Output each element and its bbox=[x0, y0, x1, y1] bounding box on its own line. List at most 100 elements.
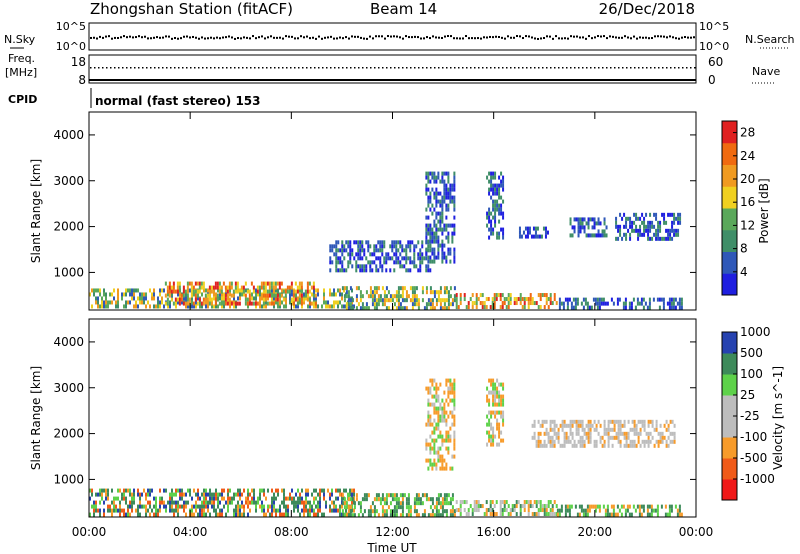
echo-cell bbox=[147, 500, 149, 505]
echo-cell bbox=[607, 435, 610, 440]
colorbar-segment bbox=[722, 479, 737, 501]
echo-cell bbox=[657, 439, 660, 444]
echo-cell bbox=[170, 289, 173, 294]
echo-cell bbox=[577, 423, 580, 428]
freq-point bbox=[690, 67, 692, 69]
echo-cell bbox=[443, 179, 446, 184]
echo-cell bbox=[429, 239, 432, 244]
echo-cell bbox=[97, 492, 99, 497]
echo-cell bbox=[585, 423, 588, 428]
echo-cell bbox=[353, 501, 356, 506]
echo-cell bbox=[623, 431, 626, 436]
echo-cell bbox=[447, 302, 450, 307]
echo-cell bbox=[537, 500, 540, 505]
echo-cell bbox=[435, 450, 438, 455]
echo-cell bbox=[331, 508, 333, 513]
echo-cell bbox=[210, 297, 213, 302]
echo-cell bbox=[213, 500, 215, 505]
echo-cell bbox=[648, 301, 651, 306]
echo-cell bbox=[447, 430, 450, 435]
echo-cell bbox=[405, 256, 408, 261]
echo-cell bbox=[293, 304, 295, 309]
echo-cell bbox=[607, 427, 610, 432]
echo-cell bbox=[587, 427, 590, 432]
echo-cell bbox=[569, 217, 572, 222]
echo-cell bbox=[533, 512, 536, 517]
echo-cell bbox=[244, 281, 247, 286]
echo-cell bbox=[133, 500, 135, 505]
noise-point bbox=[510, 36, 512, 39]
echo-cell bbox=[437, 199, 440, 204]
echo-cell bbox=[459, 293, 462, 298]
echo-cell bbox=[207, 492, 209, 497]
echo-cell bbox=[233, 300, 235, 305]
echo-cell bbox=[441, 211, 444, 216]
echo-cell bbox=[169, 500, 171, 505]
echo-cell bbox=[177, 500, 179, 505]
echo-cell bbox=[421, 501, 424, 506]
echo-cell bbox=[337, 300, 339, 305]
echo-cell bbox=[345, 302, 348, 307]
echo-cell bbox=[427, 442, 430, 447]
echo-cell bbox=[121, 296, 123, 301]
echo-cell bbox=[579, 221, 582, 226]
noise-point bbox=[171, 37, 173, 40]
echo-cell bbox=[641, 232, 644, 237]
noise-point bbox=[123, 35, 125, 38]
x-tick-label: 08:00 bbox=[274, 525, 309, 539]
echo-cell bbox=[647, 236, 650, 241]
echo-cell bbox=[288, 289, 291, 294]
echo-cell bbox=[242, 289, 245, 294]
echo-cell bbox=[345, 508, 347, 513]
echo-cell bbox=[335, 248, 338, 253]
echo-cell bbox=[211, 492, 213, 497]
echo-cell bbox=[401, 497, 404, 502]
echo-cell bbox=[389, 244, 392, 249]
echo-cell bbox=[433, 255, 436, 260]
echo-cell bbox=[620, 512, 623, 517]
echo-cell bbox=[299, 496, 301, 501]
echo-cell bbox=[233, 512, 235, 517]
echo-cell bbox=[263, 512, 265, 517]
echo-cell bbox=[139, 492, 141, 497]
freq-point bbox=[130, 67, 132, 69]
noise-point bbox=[588, 35, 590, 38]
echo-cell bbox=[557, 435, 560, 440]
echo-cell bbox=[494, 434, 497, 439]
echo-cell bbox=[649, 431, 652, 436]
echo-cell bbox=[587, 435, 590, 440]
echo-cell bbox=[227, 508, 229, 513]
echo-cell bbox=[237, 504, 239, 509]
echo-cell bbox=[271, 504, 273, 509]
echo-cell bbox=[627, 228, 630, 233]
echo-cell bbox=[544, 234, 547, 239]
echo-cell bbox=[155, 512, 157, 517]
noise-point bbox=[627, 36, 629, 39]
echo-cell bbox=[572, 305, 575, 310]
echo-cell bbox=[439, 414, 442, 419]
echo-cell bbox=[107, 304, 109, 309]
echo-cell bbox=[166, 285, 169, 290]
echo-cell bbox=[379, 240, 382, 245]
echo-cell bbox=[605, 431, 608, 436]
echo-cell bbox=[417, 493, 420, 498]
echo-cell bbox=[611, 427, 614, 432]
echo-cell bbox=[125, 304, 127, 309]
echo-cell bbox=[475, 301, 478, 306]
echo-cell bbox=[429, 462, 432, 467]
echo-cell bbox=[543, 431, 546, 436]
echo-cell bbox=[395, 260, 398, 265]
noise-point bbox=[504, 37, 506, 40]
echo-cell bbox=[539, 293, 542, 298]
echo-cell bbox=[676, 508, 679, 513]
noise-point bbox=[438, 36, 440, 39]
cpid-label: CPID bbox=[8, 93, 37, 106]
echo-cell bbox=[303, 292, 305, 297]
echo-cell bbox=[587, 431, 590, 436]
echo-cell bbox=[669, 431, 672, 436]
echo-cell bbox=[633, 220, 636, 225]
echo-cell bbox=[147, 508, 149, 513]
echo-cell bbox=[193, 504, 195, 509]
echo-cell bbox=[453, 199, 456, 204]
